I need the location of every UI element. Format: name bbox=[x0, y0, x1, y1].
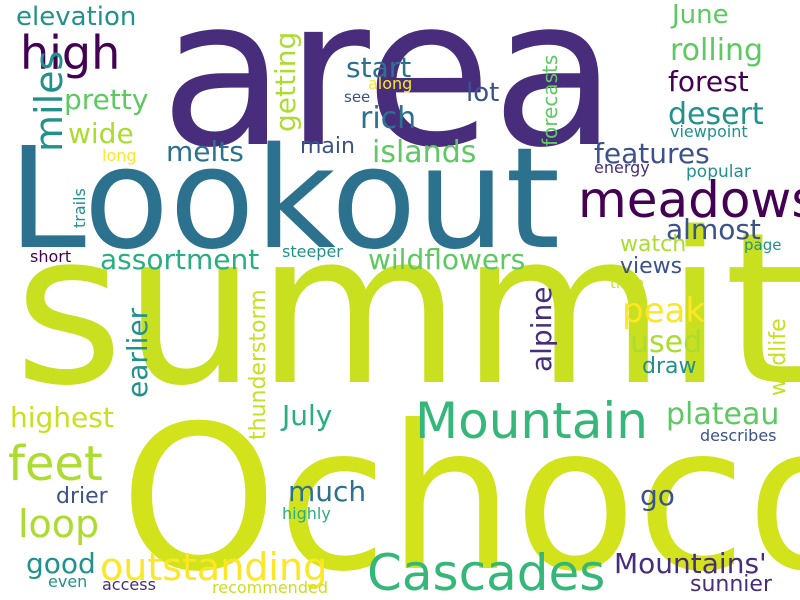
word-trails: trails bbox=[70, 188, 89, 228]
word-rolling: rolling bbox=[670, 33, 764, 68]
word-see: see bbox=[344, 88, 371, 106]
word-miles: miles bbox=[27, 50, 71, 152]
word-features: features bbox=[594, 137, 710, 170]
word-meadows: meadows bbox=[578, 171, 800, 229]
word-almost: almost bbox=[666, 213, 761, 246]
word-rich: rich bbox=[360, 101, 417, 136]
word-along: along bbox=[368, 74, 413, 93]
word-lookout: Lookout bbox=[8, 118, 561, 281]
word-access: access bbox=[102, 575, 156, 594]
word-viewpoint: viewpoint bbox=[670, 122, 748, 141]
word-even: even bbox=[48, 572, 88, 591]
word-islands: islands bbox=[372, 135, 477, 170]
word-energy: energy bbox=[594, 158, 650, 177]
word-feet: feet bbox=[8, 436, 103, 492]
word-mountains-possessive: Mountains' bbox=[614, 547, 767, 580]
word-start: start bbox=[346, 51, 412, 84]
word-earlier: earlier bbox=[121, 307, 154, 398]
word-watch: watch bbox=[620, 232, 687, 257]
word-wide: wide bbox=[68, 117, 134, 150]
word-desert: desert bbox=[668, 97, 764, 132]
word-cascades: Cascades bbox=[367, 544, 606, 600]
word-describes: describes bbox=[700, 426, 777, 445]
word-steeper: steeper bbox=[282, 242, 343, 261]
word-ochoco: Ochoco bbox=[120, 383, 800, 600]
word-main: main bbox=[300, 134, 355, 159]
word-popular: popular bbox=[686, 162, 751, 182]
word-used: used bbox=[630, 325, 703, 360]
word-getting: getting bbox=[269, 31, 302, 132]
word-recommended: recommended bbox=[212, 578, 328, 597]
word-melts: melts bbox=[166, 135, 244, 168]
word-good: good bbox=[26, 547, 96, 580]
word-wildflowers: wildflowers bbox=[368, 243, 526, 276]
word-time: time bbox=[610, 274, 644, 292]
word-elevation: elevation bbox=[16, 2, 137, 32]
word-plateau: plateau bbox=[666, 397, 780, 432]
word-wildlife: wildlife bbox=[766, 318, 791, 396]
word-lot: lot bbox=[466, 78, 500, 108]
word-outstanding: outstanding bbox=[100, 545, 328, 589]
word-high: high bbox=[20, 26, 121, 80]
word-views: views bbox=[620, 254, 683, 279]
word-go: go bbox=[640, 479, 675, 512]
word-drier: drier bbox=[56, 484, 108, 509]
word-page: page bbox=[744, 236, 782, 254]
word-area: area bbox=[160, 0, 618, 193]
word-alpine: alpine bbox=[525, 286, 558, 372]
word-long: long bbox=[102, 146, 137, 165]
word-july: July bbox=[282, 399, 333, 432]
word-peak: peak bbox=[622, 291, 706, 331]
word-draw: draw bbox=[642, 354, 697, 379]
word-much: much bbox=[288, 475, 367, 508]
word-pretty: pretty bbox=[64, 83, 149, 116]
word-thunderstorm: thunderstorm bbox=[246, 289, 271, 440]
word-summit: summit bbox=[14, 187, 800, 432]
word-assortment: assortment bbox=[100, 243, 260, 276]
word-short: short bbox=[30, 247, 72, 266]
word-june: June bbox=[672, 0, 729, 30]
word-highly: highly bbox=[282, 504, 331, 523]
word-sunnier: sunnier bbox=[690, 572, 772, 597]
word-loop: loop bbox=[18, 502, 100, 546]
word-mountain: Mountain bbox=[415, 392, 648, 450]
word-forest: forest bbox=[668, 65, 749, 98]
word-highest: highest bbox=[10, 401, 114, 434]
word-forecasts: forecasts bbox=[538, 54, 562, 146]
